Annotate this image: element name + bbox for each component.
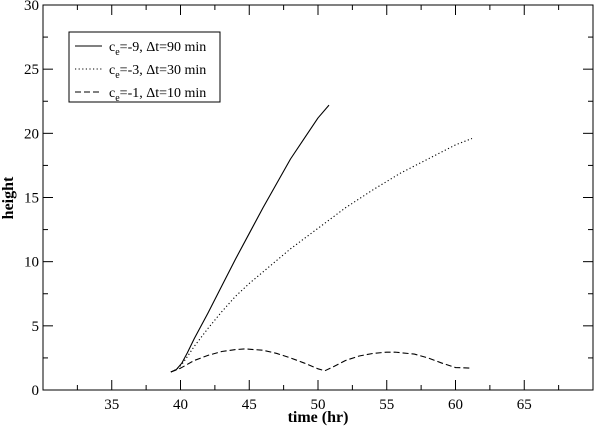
x-tick-label: 55	[379, 397, 394, 413]
x-tick-label: 35	[104, 397, 119, 413]
y-tick-label: 5	[32, 319, 40, 335]
y-tick-label: 25	[24, 62, 39, 78]
series-line-2	[170, 137, 473, 373]
series-line-1	[170, 104, 330, 373]
legend: ce=-9, Δt=90 min ce=-3, Δt=30 min ce=-1, Δ…	[68, 31, 221, 104]
x-tick-label: 60	[448, 397, 463, 413]
y-tick-label: 30	[24, 0, 39, 14]
x-tick-label: 50	[311, 397, 326, 413]
axis-tick-labels: 35 40 45 50 55 60 65 0 5 10 15 20 25 30	[24, 0, 532, 413]
legend-label-1: ce=-9, Δt=90 min	[109, 40, 206, 58]
legend-label-3: ce=-1, Δt=10 min	[109, 86, 206, 104]
x-tick-label: 65	[517, 397, 532, 413]
axis-ticks	[42, 4, 594, 391]
x-axis-title: time (hr)	[288, 409, 349, 426]
series-line-3	[170, 348, 473, 373]
y-tick-label: 10	[24, 255, 39, 271]
legend-box	[68, 31, 221, 103]
series-lines	[170, 104, 473, 373]
legend-items: ce=-9, Δt=90 min ce=-3, Δt=30 min ce=-1, Δ…	[75, 40, 206, 104]
y-axis-title: height	[0, 176, 17, 219]
y-tick-label: 15	[24, 191, 39, 207]
x-tick-label: 45	[242, 397, 257, 413]
y-tick-label: 20	[24, 126, 39, 142]
x-tick-label: 40	[173, 397, 188, 413]
y-tick-label: 0	[32, 383, 40, 399]
legend-label-2: ce=-3, Δt=30 min	[109, 63, 206, 81]
